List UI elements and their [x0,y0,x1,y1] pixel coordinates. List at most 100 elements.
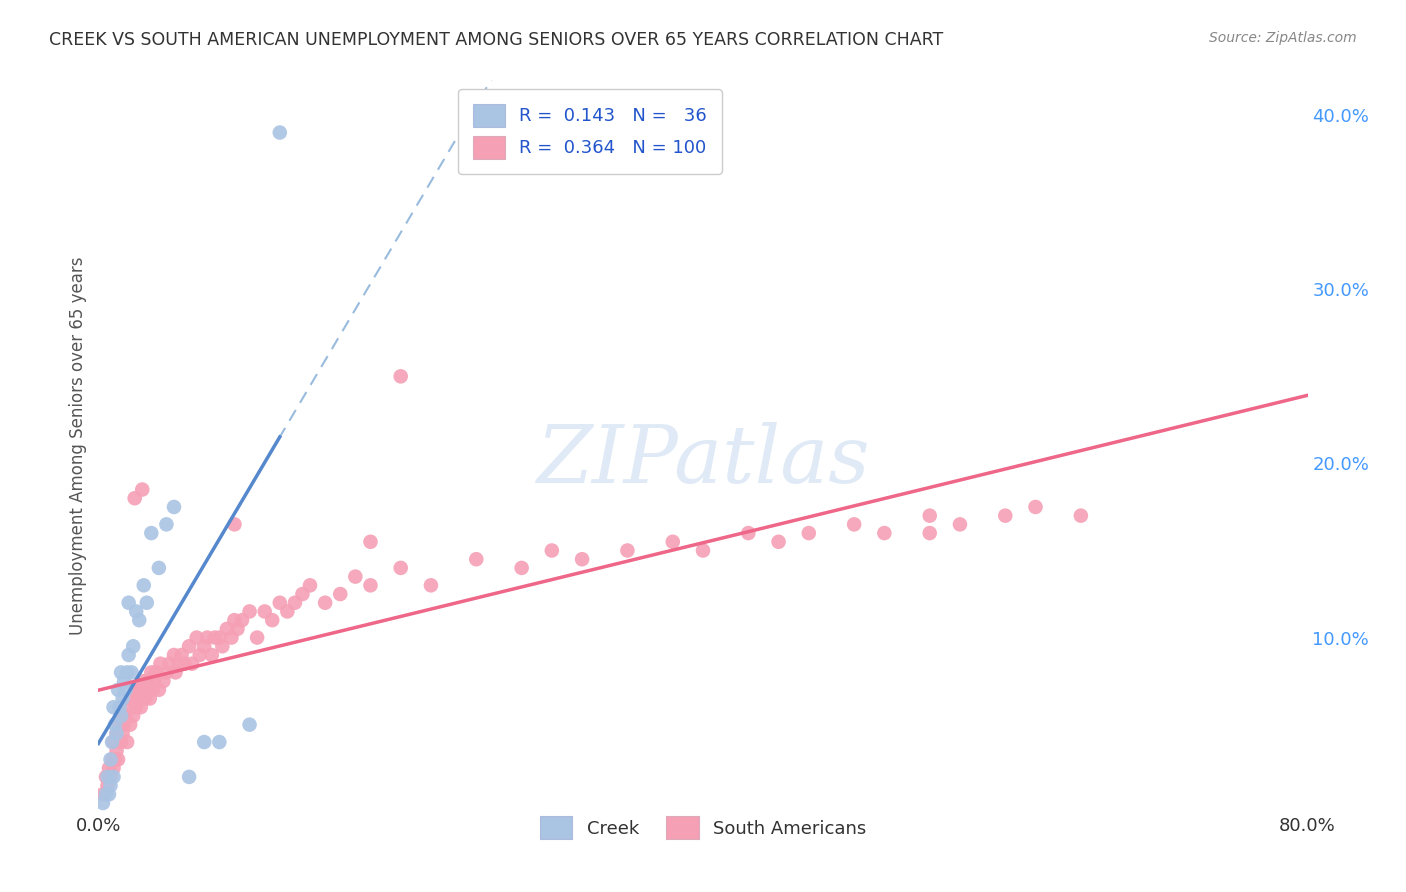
Point [110,735,132,749]
Point [101,735,124,749]
Point [107,682,129,697]
Point [112,717,135,731]
Point [108,700,131,714]
Point [122,640,145,654]
Point [118,596,141,610]
Point [118,700,141,714]
Point [122,709,145,723]
Point [148,561,170,575]
Point [269,126,291,140]
Point [165,665,187,680]
Point [94,787,117,801]
Text: CREEK VS SOUTH AMERICAN UNEMPLOYMENT AMONG SENIORS OVER 65 YEARS CORRELATION CHA: CREEK VS SOUTH AMERICAN UNEMPLOYMENT AMO… [49,31,943,49]
Point [299,578,322,592]
Point [103,770,125,784]
Point [100,770,122,784]
Point [201,648,224,662]
Point [181,657,204,671]
Point [141,665,163,680]
Point [132,674,155,689]
Point [91,787,114,801]
Point [1070,508,1092,523]
Point [135,596,157,610]
Legend: Creek, South Americans: Creek, South Americans [526,802,880,854]
Point [616,543,638,558]
Point [91,796,114,810]
Point [108,717,131,731]
Point [179,770,201,784]
Point [139,691,162,706]
Point [96,779,118,793]
Point [118,648,141,662]
Point [844,517,866,532]
Point [253,604,276,618]
Point [105,726,128,740]
Point [111,691,134,706]
Y-axis label: Unemployment Among Seniors over 65 years: Unemployment Among Seniors over 65 years [69,257,87,635]
Point [142,682,165,697]
Point [103,735,125,749]
Point [125,700,148,714]
Point [148,682,170,697]
Point [105,726,128,740]
Point [128,613,150,627]
Point [128,682,150,697]
Point [100,752,122,766]
Point [135,682,157,697]
Point [170,648,193,662]
Point [510,561,533,575]
Point [949,517,972,532]
Point [344,569,367,583]
Point [159,657,181,671]
Point [226,622,249,636]
Point [661,534,683,549]
Point [101,752,124,766]
Point [276,604,298,618]
Point [110,709,132,723]
Point [193,640,215,654]
Point [193,735,215,749]
Point [389,561,412,575]
Point [360,534,382,549]
Point [208,735,231,749]
Point [141,526,163,541]
Point [571,552,593,566]
Point [105,744,128,758]
Point [284,596,307,610]
Point [132,578,155,592]
Point [107,752,129,766]
Point [155,665,177,680]
Point [420,578,443,592]
Point [114,682,136,697]
Point [100,779,122,793]
Point [155,517,177,532]
Point [110,665,132,680]
Point [291,587,314,601]
Point [329,587,352,601]
Point [94,770,117,784]
Point [121,665,143,680]
Point [134,691,156,706]
Point [360,578,382,592]
Point [124,491,146,506]
Point [224,613,246,627]
Point [188,648,211,662]
Point [195,631,218,645]
Point [768,534,790,549]
Point [145,665,167,680]
Point [204,631,226,645]
Point [211,640,233,654]
Point [98,761,121,775]
Point [465,552,488,566]
Point [125,604,148,618]
Point [179,640,201,654]
Text: Source: ZipAtlas.com: Source: ZipAtlas.com [1209,31,1357,45]
Point [111,726,134,740]
Point [208,631,231,645]
Point [152,674,174,689]
Point [994,508,1017,523]
Point [103,700,125,714]
Point [143,674,166,689]
Point [918,526,941,541]
Point [692,543,714,558]
